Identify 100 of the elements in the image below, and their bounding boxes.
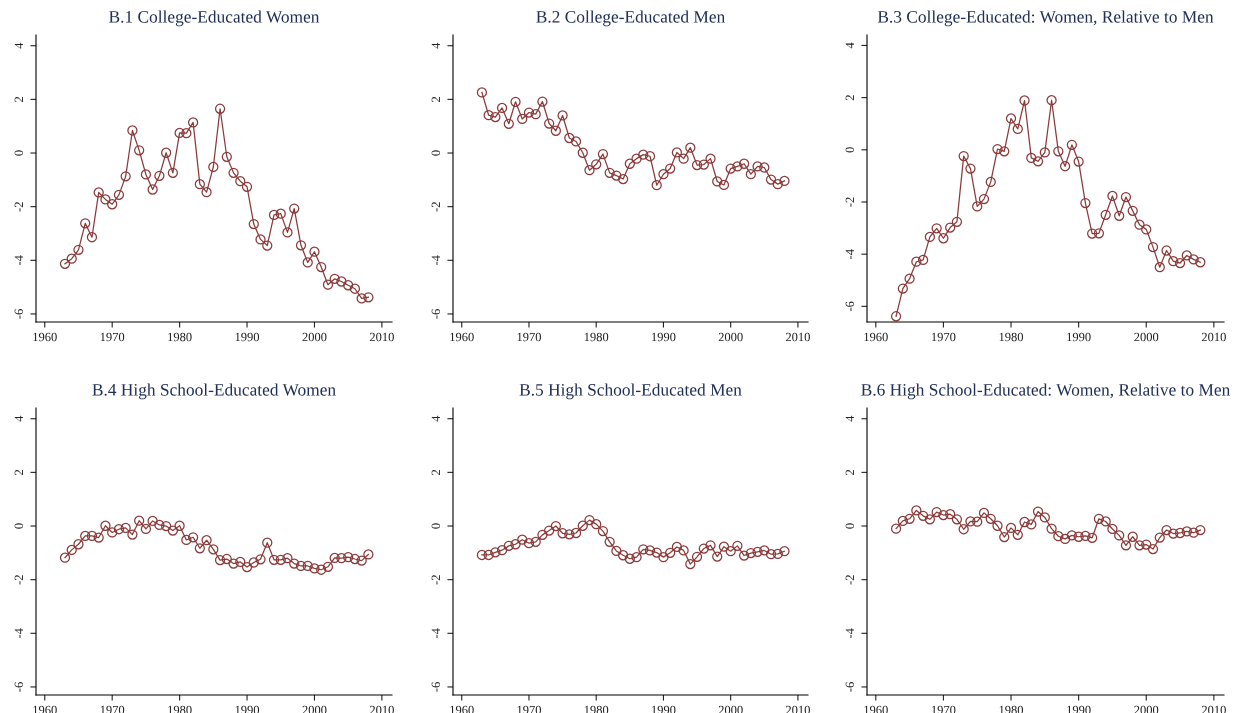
- point: [671, 541, 683, 553]
- point: [550, 125, 562, 136]
- point: [938, 233, 949, 244]
- point: [194, 178, 205, 190]
- point: [1032, 506, 1044, 517]
- point: [972, 201, 983, 212]
- point: [1114, 530, 1125, 541]
- point: [638, 149, 649, 160]
- point: [658, 169, 669, 180]
- y-tick-label: 4: [431, 42, 440, 49]
- point: [591, 519, 602, 530]
- point: [363, 292, 374, 303]
- point: [282, 227, 293, 238]
- point: [1066, 139, 1078, 150]
- point: [194, 543, 205, 554]
- point: [644, 545, 656, 556]
- point: [476, 549, 488, 561]
- point: [167, 167, 179, 179]
- point: [917, 510, 929, 521]
- point: [1053, 146, 1064, 157]
- point: [221, 553, 232, 565]
- point: [1147, 543, 1159, 555]
- point: [1046, 523, 1057, 534]
- point: [671, 147, 683, 158]
- x-tick-label: 2000: [718, 332, 743, 342]
- point: [517, 534, 528, 545]
- point: [732, 161, 743, 172]
- point: [187, 117, 199, 128]
- point: [584, 165, 595, 176]
- point: [1073, 531, 1084, 542]
- y-tick-label: -2: [431, 575, 440, 585]
- point: [356, 555, 367, 566]
- y-tick-label: -6: [845, 301, 855, 312]
- point: [537, 529, 548, 541]
- point: [517, 113, 528, 125]
- point: [945, 509, 956, 520]
- point: [140, 523, 152, 535]
- point: [289, 203, 300, 214]
- point: [268, 209, 280, 221]
- point: [779, 546, 790, 557]
- y-tick-label: 0: [845, 147, 855, 153]
- point: [698, 159, 709, 170]
- point: [1066, 530, 1078, 541]
- point: [691, 159, 703, 171]
- point: [1053, 531, 1064, 542]
- point: [725, 163, 736, 174]
- point: [931, 506, 942, 518]
- point: [530, 108, 541, 120]
- point: [611, 545, 622, 557]
- point: [999, 146, 1010, 157]
- y-tick-label: 2: [14, 96, 23, 102]
- point: [483, 110, 494, 121]
- point: [329, 552, 340, 564]
- point: [577, 520, 588, 531]
- y-tick-label: -4: [431, 628, 440, 639]
- point: [897, 283, 908, 294]
- point: [985, 513, 996, 524]
- point: [93, 187, 104, 198]
- point: [316, 564, 327, 575]
- point: [510, 539, 521, 550]
- point: [712, 551, 723, 562]
- point: [59, 552, 71, 563]
- y-tick-label: -6: [14, 682, 24, 692]
- y-tick-label: -4: [845, 249, 854, 259]
- point: [678, 545, 689, 556]
- x-tick-label: 1960: [450, 332, 474, 342]
- point: [120, 522, 131, 534]
- point: [1080, 530, 1091, 542]
- point: [160, 520, 172, 532]
- point: [1154, 532, 1165, 543]
- x-tick-label: 2010: [785, 332, 810, 342]
- point: [644, 151, 656, 162]
- point: [631, 153, 642, 164]
- point: [1120, 540, 1132, 551]
- x-tick-label: 1990: [652, 332, 676, 342]
- point: [181, 128, 192, 139]
- point: [336, 553, 347, 564]
- point: [745, 169, 756, 180]
- point: [248, 218, 259, 230]
- point: [140, 169, 152, 180]
- point: [107, 199, 118, 210]
- point: [187, 532, 199, 543]
- y-tick-label: 4: [845, 42, 854, 49]
- point: [978, 193, 990, 205]
- point: [617, 173, 629, 185]
- x-tick-label: 1980: [584, 332, 609, 342]
- point: [732, 540, 743, 552]
- point: [718, 179, 730, 191]
- point: [289, 558, 300, 569]
- point: [1181, 250, 1192, 261]
- point: [617, 550, 629, 561]
- point: [1120, 191, 1132, 203]
- point: [208, 544, 219, 555]
- point: [712, 176, 723, 187]
- point: [779, 175, 790, 187]
- point: [336, 276, 347, 287]
- y-tick-label: 0: [14, 150, 24, 156]
- point: [100, 520, 111, 531]
- y-tick-label: 4: [845, 415, 854, 422]
- point: [154, 170, 165, 181]
